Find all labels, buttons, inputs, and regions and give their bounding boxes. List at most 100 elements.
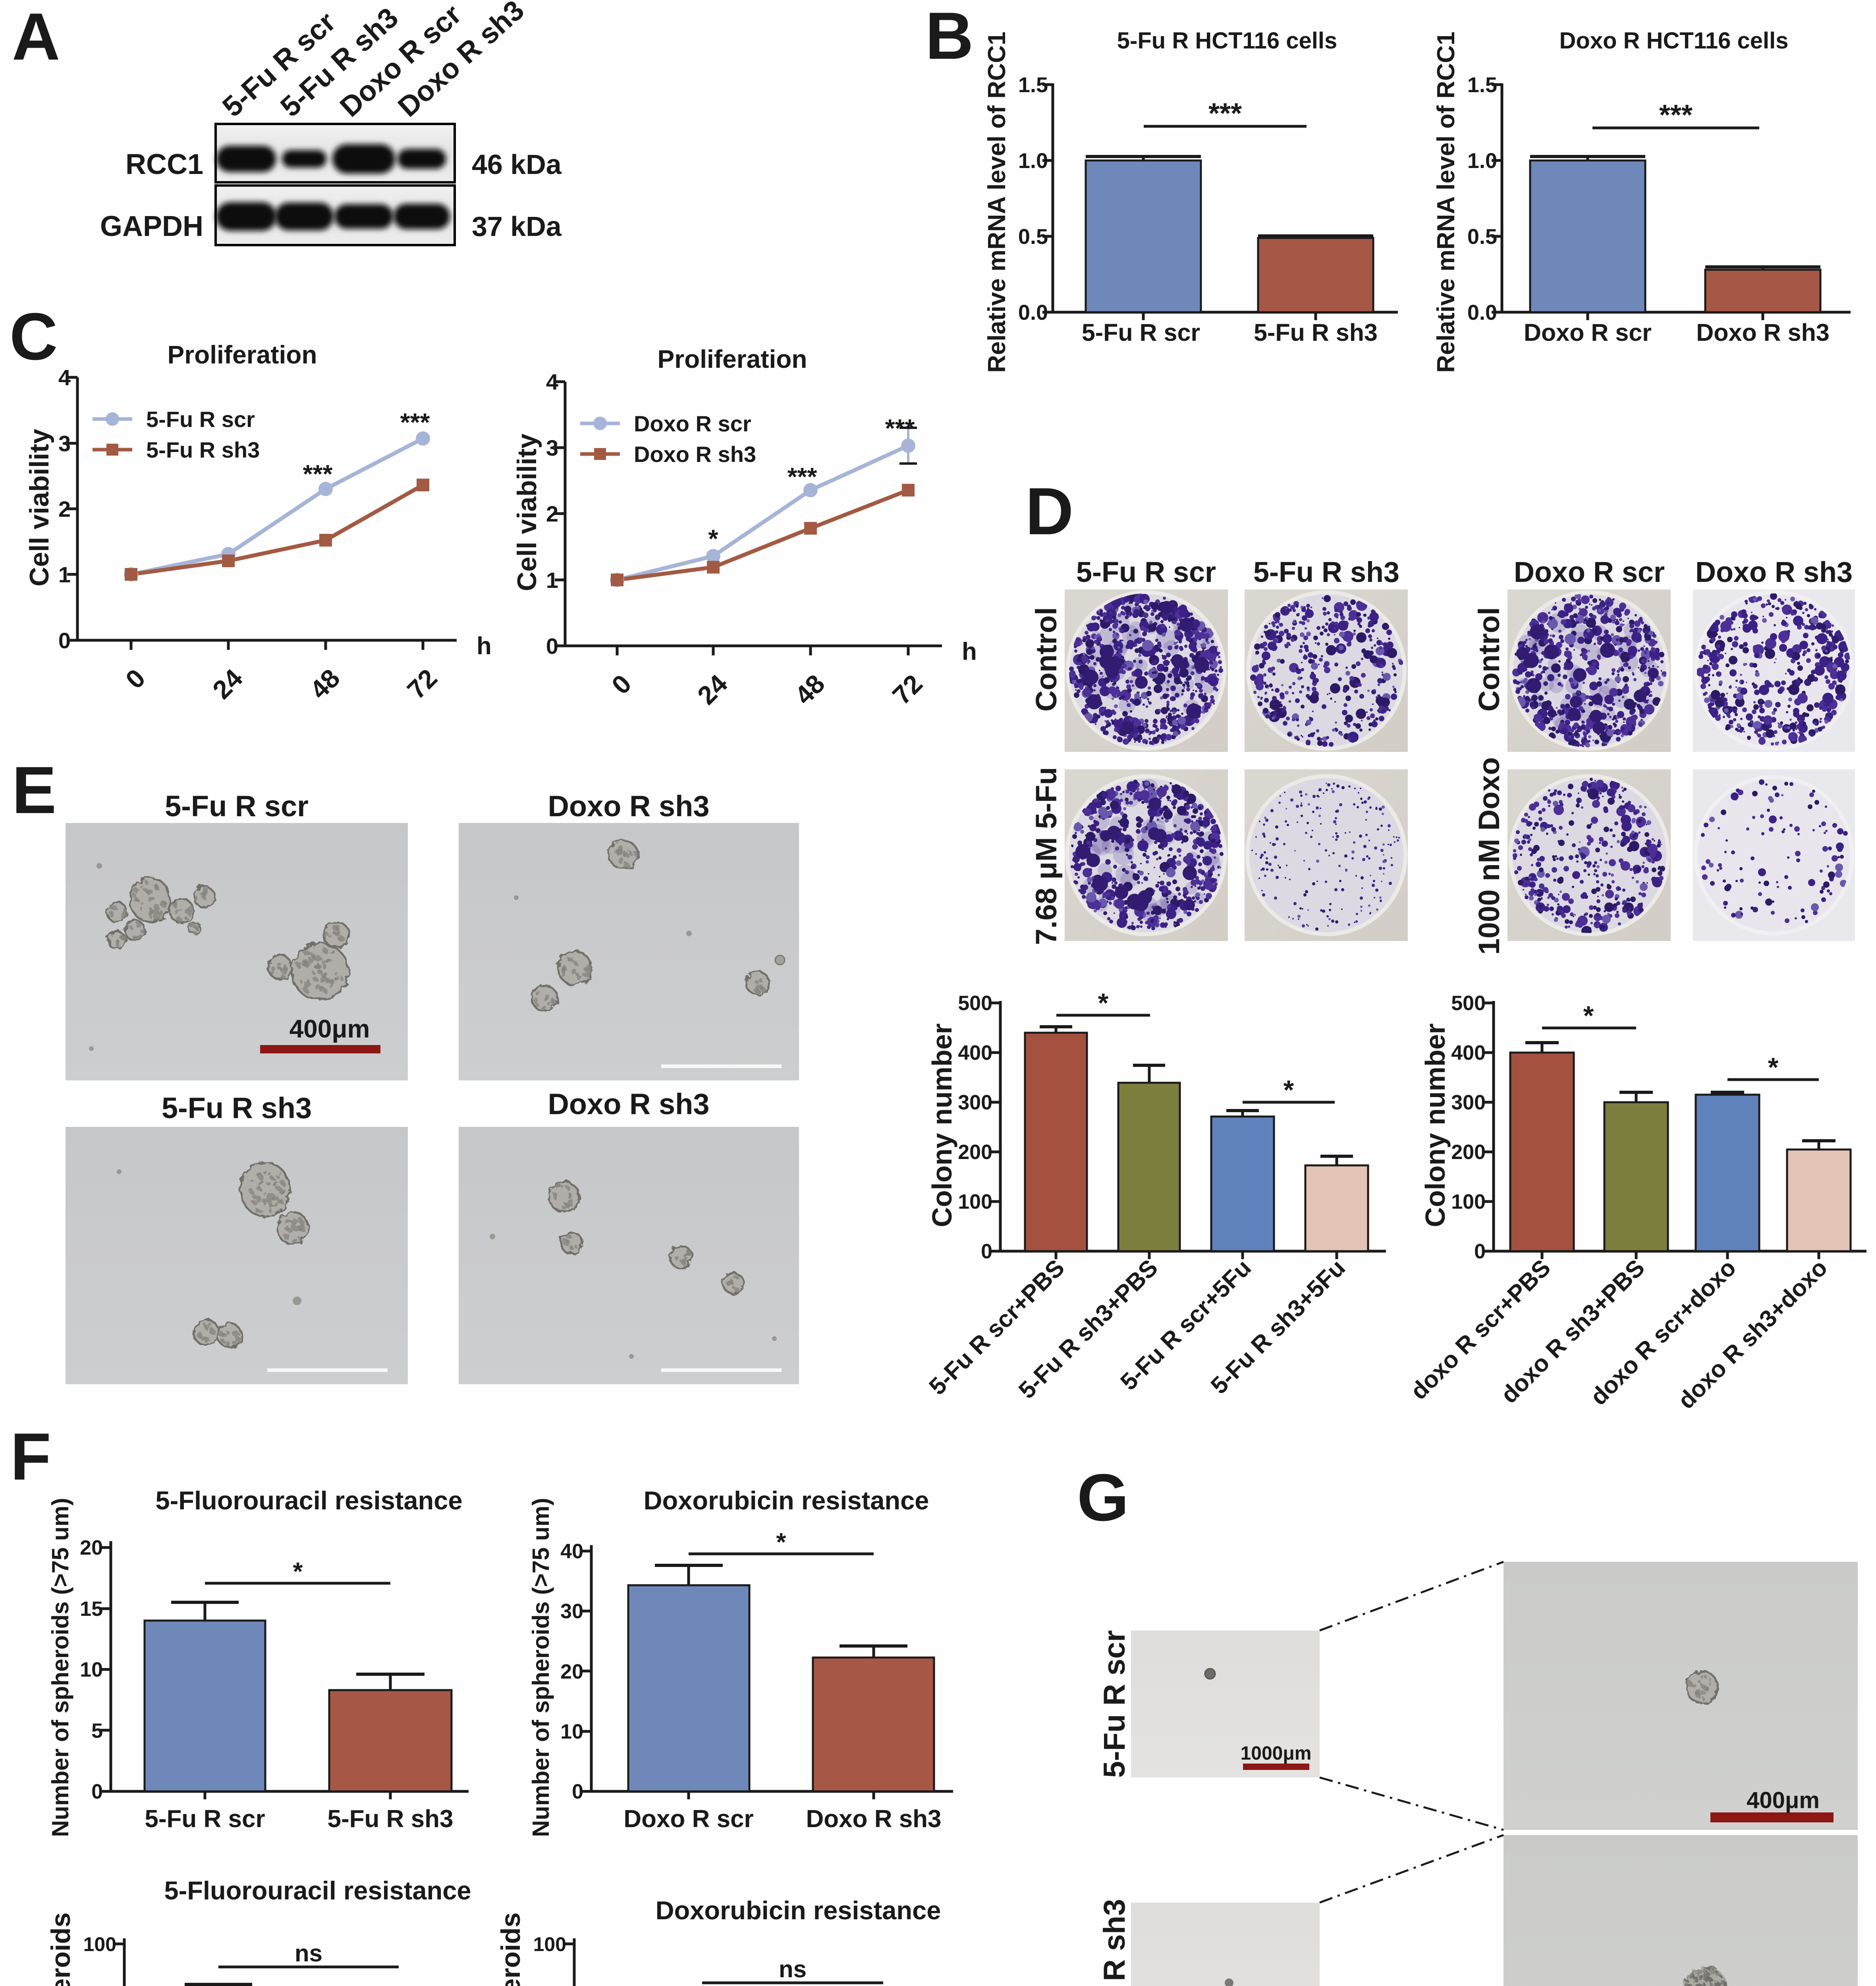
svg-text:1.0: 1.0 bbox=[1018, 149, 1048, 173]
svg-text:Cell viability: Cell viability bbox=[512, 433, 542, 591]
svg-text:400μm: 400μm bbox=[290, 1014, 370, 1043]
svg-text:5-Fluorouracil resistance: 5-Fluorouracil resistance bbox=[155, 1486, 462, 1515]
svg-text:***: *** bbox=[1659, 99, 1693, 131]
svg-text:0: 0 bbox=[572, 1780, 583, 1803]
svg-text:Number of spheroids (>75 um): Number of spheroids (>75 um) bbox=[528, 1498, 554, 1837]
svg-text:Doxorubicin resistance: Doxorubicin resistance bbox=[656, 1896, 941, 1925]
svg-text:Proliferation: Proliferation bbox=[168, 340, 317, 369]
svg-text:5-Fu R scr: 5-Fu R scr bbox=[165, 790, 309, 823]
svg-text:Total number of spheroids: Total number of spheroids bbox=[46, 1913, 76, 1986]
svg-text:0.5: 0.5 bbox=[1467, 225, 1497, 249]
svg-text:5-Fu R sh3: 5-Fu R sh3 bbox=[1254, 319, 1378, 346]
svg-text:*: * bbox=[1768, 1052, 1779, 1082]
svg-text:5-Fu R scr: 5-Fu R scr bbox=[146, 407, 255, 432]
svg-text:G: G bbox=[1077, 1460, 1129, 1535]
svg-text:0: 0 bbox=[58, 628, 71, 653]
svg-text:5-Fu R scr: 5-Fu R scr bbox=[1082, 319, 1200, 346]
svg-text:100: 100 bbox=[83, 1933, 116, 1955]
svg-text:Doxo R scr: Doxo R scr bbox=[623, 1805, 753, 1833]
svg-text:Proliferation: Proliferation bbox=[658, 345, 807, 373]
svg-text:A: A bbox=[12, 0, 60, 74]
svg-text:*: * bbox=[293, 1557, 303, 1586]
svg-text:1000 nM Doxo: 1000 nM Doxo bbox=[1473, 757, 1505, 955]
svg-text:***: *** bbox=[1208, 98, 1242, 129]
svg-text:4: 4 bbox=[546, 369, 558, 394]
svg-text:0.5: 0.5 bbox=[1018, 225, 1048, 249]
svg-text:10: 10 bbox=[80, 1658, 103, 1681]
svg-text:Cell viability: Cell viability bbox=[24, 429, 54, 586]
svg-text:200: 200 bbox=[1451, 1141, 1486, 1164]
svg-text:5-Fu R sh3: 5-Fu R sh3 bbox=[162, 1092, 312, 1124]
svg-text:Doxo R sh3: Doxo R sh3 bbox=[1696, 319, 1830, 346]
svg-text:*: * bbox=[1098, 988, 1109, 1018]
svg-text:ns: ns bbox=[295, 1940, 322, 1967]
svg-text:Doxo R scr: Doxo R scr bbox=[1514, 556, 1665, 588]
svg-text:37 kDa: 37 kDa bbox=[472, 211, 562, 242]
svg-text:*: * bbox=[1583, 1001, 1594, 1031]
svg-text:Doxo R scr: Doxo R scr bbox=[634, 411, 751, 436]
svg-text:E: E bbox=[12, 753, 56, 827]
svg-text:20: 20 bbox=[560, 1660, 583, 1683]
svg-text:4: 4 bbox=[58, 365, 71, 390]
svg-text:10: 10 bbox=[560, 1720, 583, 1743]
svg-text:0: 0 bbox=[1474, 1240, 1486, 1263]
svg-text:Colony number: Colony number bbox=[926, 1023, 957, 1227]
svg-text:5-Fu R sh3: 5-Fu R sh3 bbox=[328, 1805, 454, 1833]
svg-text:0: 0 bbox=[546, 634, 558, 659]
svg-text:Colony number: Colony number bbox=[1420, 1023, 1451, 1227]
svg-text:***: *** bbox=[885, 414, 915, 442]
svg-text:30: 30 bbox=[560, 1600, 583, 1623]
svg-text:1.5: 1.5 bbox=[1018, 73, 1048, 97]
svg-text:B: B bbox=[925, 0, 973, 73]
svg-text:46 kDa: 46 kDa bbox=[472, 149, 562, 180]
svg-text:Doxo R sh3: Doxo R sh3 bbox=[1695, 556, 1853, 588]
svg-text:h: h bbox=[477, 632, 492, 660]
svg-text:*: * bbox=[1283, 1075, 1294, 1105]
svg-text:5-Fu R scr: 5-Fu R scr bbox=[145, 1805, 265, 1833]
svg-text:5-Fluorouracil resistance: 5-Fluorouracil resistance bbox=[164, 1876, 471, 1905]
svg-text:500: 500 bbox=[1451, 992, 1486, 1015]
svg-text:400μm: 400μm bbox=[1747, 1787, 1820, 1813]
svg-text:40: 40 bbox=[560, 1540, 583, 1563]
svg-text:300: 300 bbox=[958, 1091, 992, 1114]
svg-text:5-Fu R sh3: 5-Fu R sh3 bbox=[146, 437, 260, 462]
svg-text:Doxo R scr: Doxo R scr bbox=[1524, 319, 1652, 346]
svg-text:Doxo R HCT116 cells: Doxo R HCT116 cells bbox=[1559, 28, 1789, 54]
svg-text:5-Fu R sh3: 5-Fu R sh3 bbox=[1253, 556, 1399, 588]
svg-text:100: 100 bbox=[533, 1933, 566, 1955]
svg-text:300: 300 bbox=[1451, 1091, 1486, 1114]
svg-text:*: * bbox=[708, 524, 718, 553]
svg-text:Doxo R sh3: Doxo R sh3 bbox=[548, 790, 709, 823]
svg-text:Relative mRNA level of RCC1: Relative mRNA level of RCC1 bbox=[983, 31, 1011, 373]
svg-text:1: 1 bbox=[546, 568, 558, 593]
svg-text:2: 2 bbox=[546, 501, 558, 526]
svg-text:ns: ns bbox=[779, 1956, 807, 1982]
svg-text:500: 500 bbox=[958, 992, 992, 1015]
svg-text:80: 80 bbox=[544, 1985, 566, 1986]
svg-text:***: *** bbox=[303, 460, 333, 488]
svg-text:D: D bbox=[1025, 474, 1073, 549]
svg-text:h: h bbox=[962, 638, 977, 665]
svg-text:Doxo R sh3: Doxo R sh3 bbox=[634, 442, 756, 467]
svg-text:GAPDH: GAPDH bbox=[100, 211, 203, 242]
svg-text:1.0: 1.0 bbox=[1467, 149, 1497, 173]
svg-text:5-Fu R HCT116 cells: 5-Fu R HCT116 cells bbox=[1117, 28, 1337, 54]
svg-text:Doxo R sh3: Doxo R sh3 bbox=[806, 1805, 941, 1833]
svg-text:3: 3 bbox=[58, 431, 71, 456]
svg-text:100: 100 bbox=[958, 1190, 992, 1213]
svg-text:0.0: 0.0 bbox=[1018, 301, 1048, 325]
svg-text:RCC1: RCC1 bbox=[125, 149, 203, 180]
svg-text:400: 400 bbox=[1451, 1041, 1486, 1064]
svg-text:100: 100 bbox=[1451, 1190, 1486, 1213]
svg-text:C: C bbox=[10, 299, 58, 374]
svg-text:Relative mRNA level of RCC1: Relative mRNA level of RCC1 bbox=[1432, 31, 1460, 373]
svg-text:Control: Control bbox=[1030, 607, 1063, 711]
svg-text:Doxo R sh3: Doxo R sh3 bbox=[548, 1088, 709, 1121]
svg-text:200: 200 bbox=[958, 1141, 992, 1164]
svg-text:Doxorubicin resistance: Doxorubicin resistance bbox=[644, 1486, 929, 1515]
svg-text:1.5: 1.5 bbox=[1467, 73, 1497, 97]
svg-text:***: *** bbox=[787, 462, 817, 491]
svg-text:*: * bbox=[776, 1528, 786, 1556]
svg-text:1000μm: 1000μm bbox=[1241, 1743, 1312, 1764]
svg-text:0: 0 bbox=[91, 1780, 103, 1803]
